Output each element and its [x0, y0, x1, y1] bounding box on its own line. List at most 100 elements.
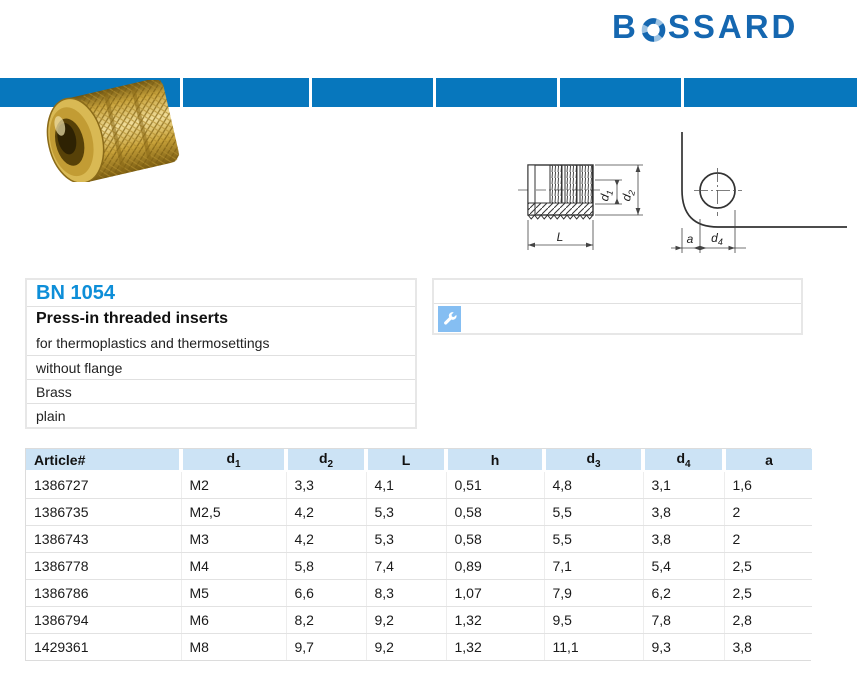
- logo-text-suffix: SSARD: [667, 8, 799, 45]
- product-info-box: BN 1054 Press-in threaded inserts for th…: [25, 278, 417, 429]
- table-row: 1386794 M6 8,2 9,2 1,32 9,5 7,8 2,8: [26, 606, 812, 634]
- product-detail-row: Brass: [27, 379, 415, 403]
- table-cell: 9,3: [643, 633, 725, 660]
- table-cell: M5: [181, 579, 287, 607]
- table-cell: 9,2: [366, 633, 447, 660]
- table-cell: 0,58: [446, 498, 545, 526]
- table-row: 1386735 M2,5 4,2 5,3 0,58 5,5 3,8 2: [26, 498, 812, 526]
- table-cell: 1386735: [26, 498, 182, 526]
- table-cell: 1,32: [446, 606, 545, 634]
- table-row: 1429361 M8 9,7 9,2 1,32 11,1 9,3 3,8: [26, 633, 812, 660]
- table-cell: 1429361: [26, 633, 182, 660]
- table-cell: 5,3: [366, 498, 447, 526]
- bossard-logo: B SSARD: [612, 8, 798, 46]
- table-cell: 1386743: [26, 525, 182, 553]
- table-cell: M2,5: [181, 498, 287, 526]
- column-header: d3: [544, 449, 645, 472]
- table-cell: 5,3: [366, 525, 447, 553]
- edge-drawing: a d4: [658, 124, 853, 261]
- standard-number: BN 1054: [36, 281, 115, 304]
- table-cell: 9,5: [544, 606, 644, 634]
- side-panel: [432, 278, 803, 335]
- logo-ring-icon: [641, 17, 666, 42]
- section-drawing: d1 d2 L: [512, 136, 657, 263]
- column-header: d4: [643, 449, 726, 472]
- nav-divider: [180, 78, 183, 107]
- column-header: d2: [286, 449, 368, 472]
- table-cell: 2,8: [724, 606, 812, 634]
- table-cell: 1386727: [26, 471, 182, 499]
- table-cell: 3,8: [643, 498, 725, 526]
- side-panel-row: [434, 303, 801, 333]
- table-cell: 1,32: [446, 633, 545, 660]
- table-cell: M3: [181, 525, 287, 553]
- table-cell: 8,3: [366, 579, 447, 607]
- product-detail-row: plain: [27, 403, 415, 427]
- table-cell: 7,9: [544, 579, 644, 607]
- column-header: Article#: [26, 449, 183, 472]
- product-photo: [25, 78, 185, 184]
- table-cell: 3,1: [643, 471, 725, 499]
- table-cell: 9,7: [286, 633, 367, 660]
- table-cell: M4: [181, 552, 287, 580]
- table-cell: 7,8: [643, 606, 725, 634]
- nav-segment[interactable]: [183, 78, 309, 107]
- table-cell: 3,8: [724, 633, 812, 660]
- nav-segment[interactable]: [436, 78, 557, 107]
- table-cell: 0,51: [446, 471, 545, 499]
- table-cell: 4,1: [366, 471, 447, 499]
- table-cell: 5,4: [643, 552, 725, 580]
- table-cell: 9,2: [366, 606, 447, 634]
- table-cell: 0,89: [446, 552, 545, 580]
- nav-segment[interactable]: [684, 78, 857, 107]
- table-cell: 1386778: [26, 552, 182, 580]
- column-header: a: [724, 449, 812, 472]
- nav-segment[interactable]: [560, 78, 681, 107]
- table-cell: 5,8: [286, 552, 367, 580]
- column-header: d1: [181, 449, 288, 472]
- product-detail-row: without flange: [27, 355, 415, 379]
- product-title: Press-in threaded inserts: [27, 306, 415, 331]
- nav-divider: [681, 78, 684, 107]
- table-cell: 2: [724, 525, 812, 553]
- table-cell: 1386794: [26, 606, 182, 634]
- table-cell: 0,58: [446, 525, 545, 553]
- dim-label-a: a: [687, 232, 694, 246]
- table-cell: 6,2: [643, 579, 725, 607]
- table-cell: 11,1: [544, 633, 644, 660]
- table-cell: 5,5: [544, 498, 644, 526]
- table-cell: 2,5: [724, 579, 812, 607]
- nav-divider: [433, 78, 436, 107]
- table-cell: 6,6: [286, 579, 367, 607]
- nav-segment[interactable]: [312, 78, 433, 107]
- side-panel-row: [434, 280, 801, 303]
- dim-label-d2: d2: [619, 188, 637, 203]
- table-cell: 8,2: [286, 606, 367, 634]
- product-detail-row: for thermoplastics and thermosettings: [36, 335, 270, 351]
- nav-divider: [309, 78, 312, 107]
- table-cell: 7,4: [366, 552, 447, 580]
- table-cell: 7,1: [544, 552, 644, 580]
- table-cell: M8: [181, 633, 287, 660]
- dim-label-d4: d4: [711, 231, 723, 247]
- table-row: 1386743 M3 4,2 5,3 0,58 5,5 3,8 2: [26, 525, 812, 553]
- product-details: for thermoplastics and thermosettings wit…: [27, 331, 415, 427]
- table-cell: 3,8: [643, 525, 725, 553]
- table-cell: 1,6: [724, 471, 812, 499]
- table-row: 1386786 M5 6,6 8,3 1,07 7,9 6,2 2,5: [26, 579, 812, 607]
- table-cell: 4,8: [544, 471, 644, 499]
- table-cell: 3,3: [286, 471, 367, 499]
- wrench-icon[interactable]: [438, 305, 461, 332]
- table-cell: 4,2: [286, 498, 367, 526]
- table-cell: M6: [181, 606, 287, 634]
- dim-label-l: L: [557, 230, 564, 244]
- dim-label-d1: d1: [597, 188, 615, 203]
- table-cell: 4,2: [286, 525, 367, 553]
- logo-text-prefix: B: [612, 8, 639, 45]
- column-header: h: [446, 449, 546, 472]
- table-cell: 1,07: [446, 579, 545, 607]
